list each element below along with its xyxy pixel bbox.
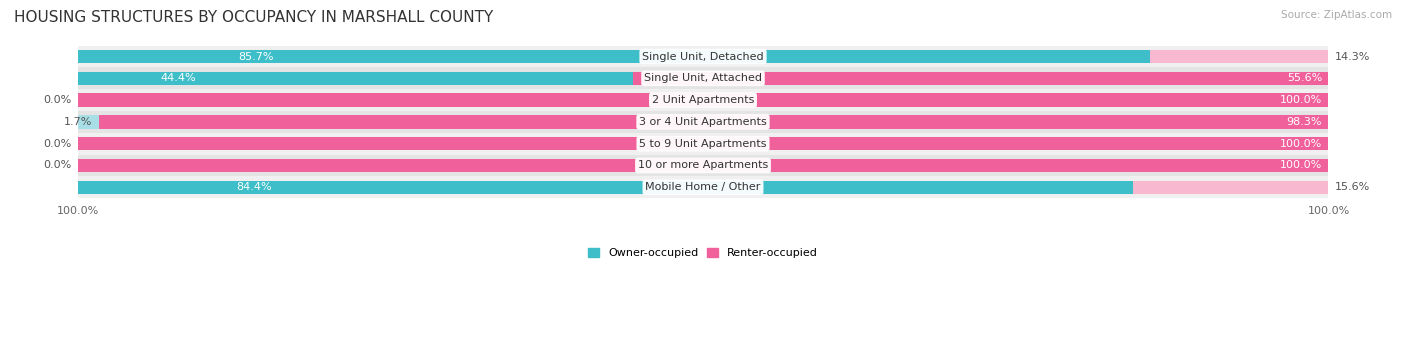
Text: 14.3%: 14.3% — [1334, 52, 1369, 62]
Text: Single Unit, Detached: Single Unit, Detached — [643, 52, 763, 62]
Bar — [77, 133, 1329, 155]
Text: 15.6%: 15.6% — [1334, 182, 1369, 192]
Bar — [77, 50, 1150, 63]
Text: 2 Unit Apartments: 2 Unit Apartments — [652, 95, 754, 105]
Bar — [77, 155, 1329, 176]
Bar — [77, 181, 1133, 194]
Text: 44.4%: 44.4% — [160, 73, 197, 83]
Legend: Owner-occupied, Renter-occupied: Owner-occupied, Renter-occupied — [583, 244, 823, 263]
Text: 10 or more Apartments: 10 or more Apartments — [638, 160, 768, 170]
Text: 100.0%: 100.0% — [1279, 160, 1322, 170]
Bar — [77, 159, 1329, 172]
Bar — [77, 137, 1329, 150]
Bar — [1133, 181, 1329, 194]
Text: 85.7%: 85.7% — [239, 52, 274, 62]
Bar — [1150, 50, 1329, 63]
Bar — [77, 176, 1329, 198]
Bar — [77, 67, 1329, 89]
Text: 55.6%: 55.6% — [1286, 73, 1322, 83]
Bar — [77, 71, 633, 85]
Text: 98.3%: 98.3% — [1286, 117, 1322, 127]
Text: 100.0%: 100.0% — [1279, 95, 1322, 105]
Text: Source: ZipAtlas.com: Source: ZipAtlas.com — [1281, 10, 1392, 20]
Text: 5 to 9 Unit Apartments: 5 to 9 Unit Apartments — [640, 139, 766, 149]
Text: 3 or 4 Unit Apartments: 3 or 4 Unit Apartments — [640, 117, 766, 127]
Bar — [77, 45, 1329, 67]
Text: 1.7%: 1.7% — [65, 117, 93, 127]
Text: 0.0%: 0.0% — [44, 95, 72, 105]
Text: Mobile Home / Other: Mobile Home / Other — [645, 182, 761, 192]
Bar — [77, 115, 98, 129]
Text: HOUSING STRUCTURES BY OCCUPANCY IN MARSHALL COUNTY: HOUSING STRUCTURES BY OCCUPANCY IN MARSH… — [14, 10, 494, 25]
Bar — [77, 93, 1329, 107]
Text: 0.0%: 0.0% — [44, 139, 72, 149]
Bar — [77, 89, 1329, 111]
Bar — [77, 111, 1329, 133]
Text: 0.0%: 0.0% — [44, 160, 72, 170]
Text: 100.0%: 100.0% — [1279, 139, 1322, 149]
Text: Single Unit, Attached: Single Unit, Attached — [644, 73, 762, 83]
Text: 84.4%: 84.4% — [236, 182, 271, 192]
Bar — [98, 115, 1329, 129]
Bar — [633, 71, 1329, 85]
